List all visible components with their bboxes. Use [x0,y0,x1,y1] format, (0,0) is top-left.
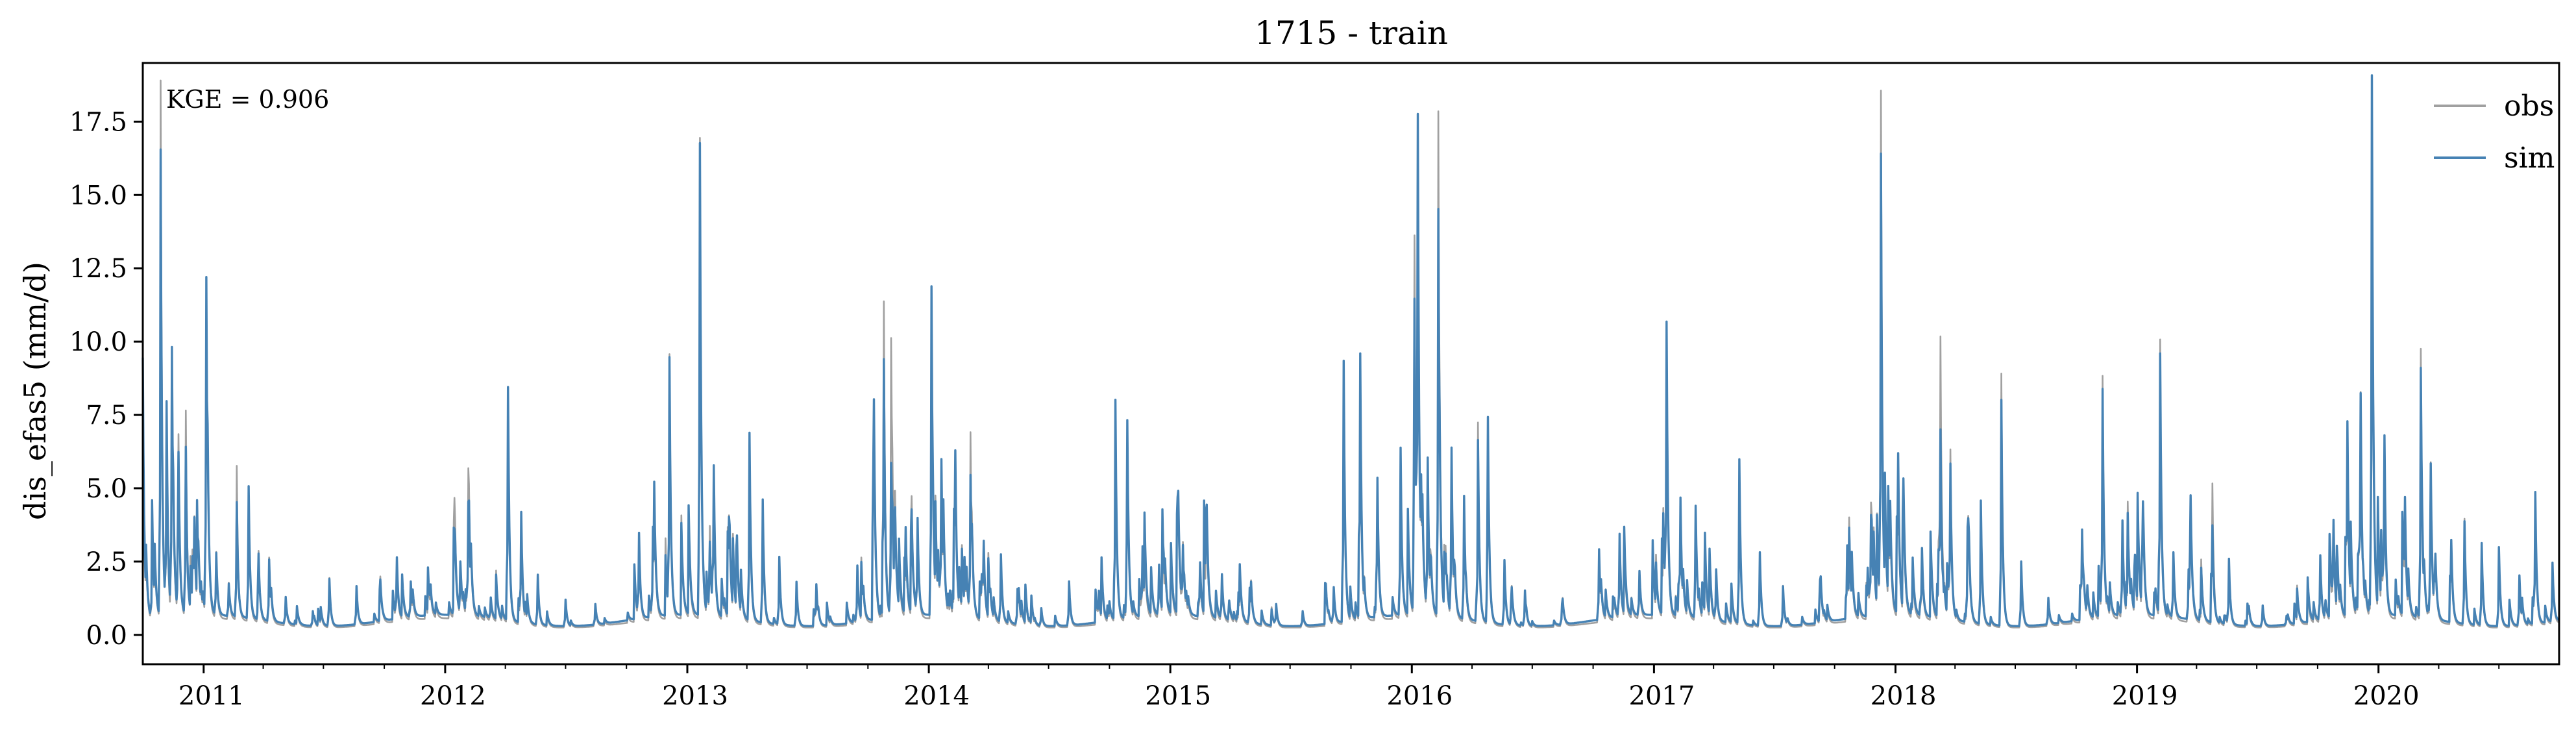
y-tick-label: 17.5 [69,107,127,137]
x-tick-label: 2020 [2353,681,2420,711]
y-tick-label: 7.5 [86,401,127,430]
x-tick-label: 2017 [1629,681,1695,711]
series-line-sim [141,74,2560,627]
legend-label-obs: obs [2504,90,2554,123]
x-tick-label: 2014 [903,681,970,711]
legend-label-sim: sim [2504,142,2555,175]
y-tick-label: 15.0 [69,181,127,210]
x-tick-label: 2015 [1145,681,1211,711]
x-tick-label: 2012 [420,681,486,711]
series-layer [141,74,2560,629]
x-tick-label: 2019 [2112,681,2178,711]
y-tick-label: 10.0 [69,327,127,357]
y-tick-label: 5.0 [86,474,127,504]
chart-title: 1715 - train [1255,14,1448,52]
y-tick-label: 0.0 [86,621,127,651]
kge-annotation: KGE = 0.906 [166,85,329,114]
x-tick-label: 2018 [1871,681,1937,711]
legend: obs sim [2434,90,2555,175]
plot-area: 0.02.55.07.510.012.515.017.5 2011 2012 201… [69,62,2560,711]
y-tick-label: 2.5 [86,547,127,577]
y-tick-label: 12.5 [69,254,127,284]
x-tick-label: 2016 [1386,681,1453,711]
y-axis: 0.0 2.5 5.0 7.5 10.0 12.5 15.0 17.5 [69,107,143,651]
x-tick-label: 2011 [178,681,245,711]
y-axis-label: dis_efas5 (mm/d) [18,262,53,520]
x-axis: 2011 2012 2013 2014 2015 2016 2017 2018 2019 2020 [178,664,2500,711]
x-tick-label: 2013 [662,681,728,711]
